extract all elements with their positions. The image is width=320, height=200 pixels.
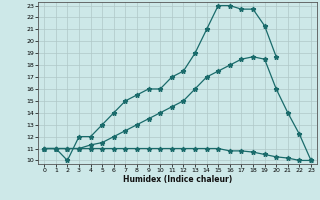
X-axis label: Humidex (Indice chaleur): Humidex (Indice chaleur) <box>123 175 232 184</box>
